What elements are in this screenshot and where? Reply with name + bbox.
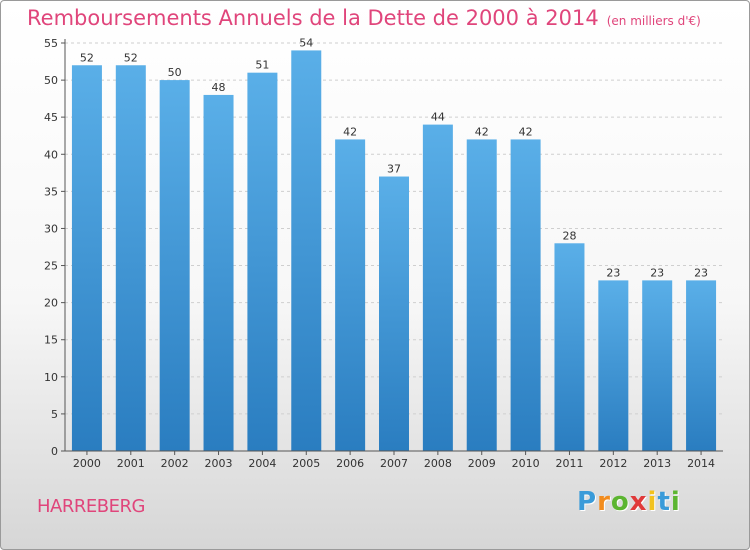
data-label: 52 <box>80 51 94 64</box>
y-tick-label: 20 <box>44 297 58 310</box>
bars-layer: 52 52 50 48 51 54 42 37 44 42 42 28 23 23 23 <box>71 36 717 451</box>
data-label: 42 <box>475 125 489 138</box>
x-tick-label: 2009 <box>468 457 496 470</box>
data-label: 52 <box>124 51 138 64</box>
data-label: 48 <box>212 81 226 94</box>
logo-letter: i <box>647 487 658 517</box>
x-tick-label: 2014 <box>687 457 715 470</box>
bar <box>115 65 146 451</box>
bar <box>71 65 102 451</box>
x-tick-label: 2013 <box>643 457 671 470</box>
data-label: 44 <box>431 111 445 124</box>
chart-title: Remboursements Annuels de la Dette de 20… <box>27 6 701 30</box>
y-tick-label: 30 <box>44 222 58 235</box>
chart-title-main: Remboursements Annuels de la Dette de 20… <box>27 6 599 30</box>
y-tick-label: 50 <box>44 74 58 87</box>
x-tick-label: 2006 <box>336 457 364 470</box>
x-tick-label: 2000 <box>73 457 101 470</box>
y-tick-label: 55 <box>44 37 58 50</box>
bar <box>466 139 497 451</box>
y-tick-label: 5 <box>51 408 58 421</box>
y-tick-label: 45 <box>44 111 58 124</box>
bar <box>203 94 234 451</box>
bar <box>335 139 366 451</box>
data-label: 28 <box>562 229 576 242</box>
y-tick-label: 0 <box>51 445 58 458</box>
data-label: 23 <box>650 266 664 279</box>
x-tick-label: 2002 <box>161 457 189 470</box>
bar <box>686 280 717 451</box>
x-tick-label: 2001 <box>117 457 145 470</box>
y-tick-label: 15 <box>44 334 58 347</box>
data-label: 51 <box>255 59 269 72</box>
data-label: 42 <box>343 125 357 138</box>
y-tick-label: 35 <box>44 185 58 198</box>
logo-letter: r <box>597 487 611 517</box>
bar <box>291 50 322 451</box>
bar <box>159 80 190 451</box>
data-label: 50 <box>168 66 182 79</box>
logo-letter: t <box>657 487 671 517</box>
x-tick-label: 2003 <box>205 457 233 470</box>
proxiti-logo: Proxiti <box>577 487 681 517</box>
data-label: 23 <box>694 266 708 279</box>
y-tick-label: 40 <box>44 148 58 161</box>
x-tick-label: 2010 <box>512 457 540 470</box>
y-tick-label: 25 <box>44 260 58 273</box>
logo-letter: o <box>610 487 630 517</box>
x-tick-label: 2008 <box>424 457 452 470</box>
logo-letter: x <box>629 487 648 517</box>
x-tick-label: 2005 <box>292 457 320 470</box>
bar <box>642 280 673 451</box>
bar <box>510 139 541 451</box>
x-tick-label: 2012 <box>599 457 627 470</box>
bar <box>598 280 629 451</box>
chart-title-unit: (en milliers d'€) <box>606 14 701 28</box>
x-tick-label: 2007 <box>380 457 408 470</box>
logo-letter: P <box>577 487 598 517</box>
data-label: 37 <box>387 163 401 176</box>
y-tick-label: 10 <box>44 371 58 384</box>
logo-letter: i <box>670 487 681 517</box>
x-tick-label: 2011 <box>555 457 583 470</box>
bar <box>379 176 409 451</box>
bar <box>554 243 585 451</box>
data-label: 42 <box>519 125 533 138</box>
x-tick-label: 2004 <box>248 457 276 470</box>
data-label: 23 <box>606 266 620 279</box>
axis-layer: 0 5 10 15 20 25 30 35 40 45 50 55 2000 2001 2002 2003 20… <box>44 37 723 470</box>
data-label: 54 <box>299 36 313 49</box>
bar <box>422 124 453 451</box>
bar <box>247 72 278 451</box>
place-name: HARREBERG <box>37 496 145 517</box>
